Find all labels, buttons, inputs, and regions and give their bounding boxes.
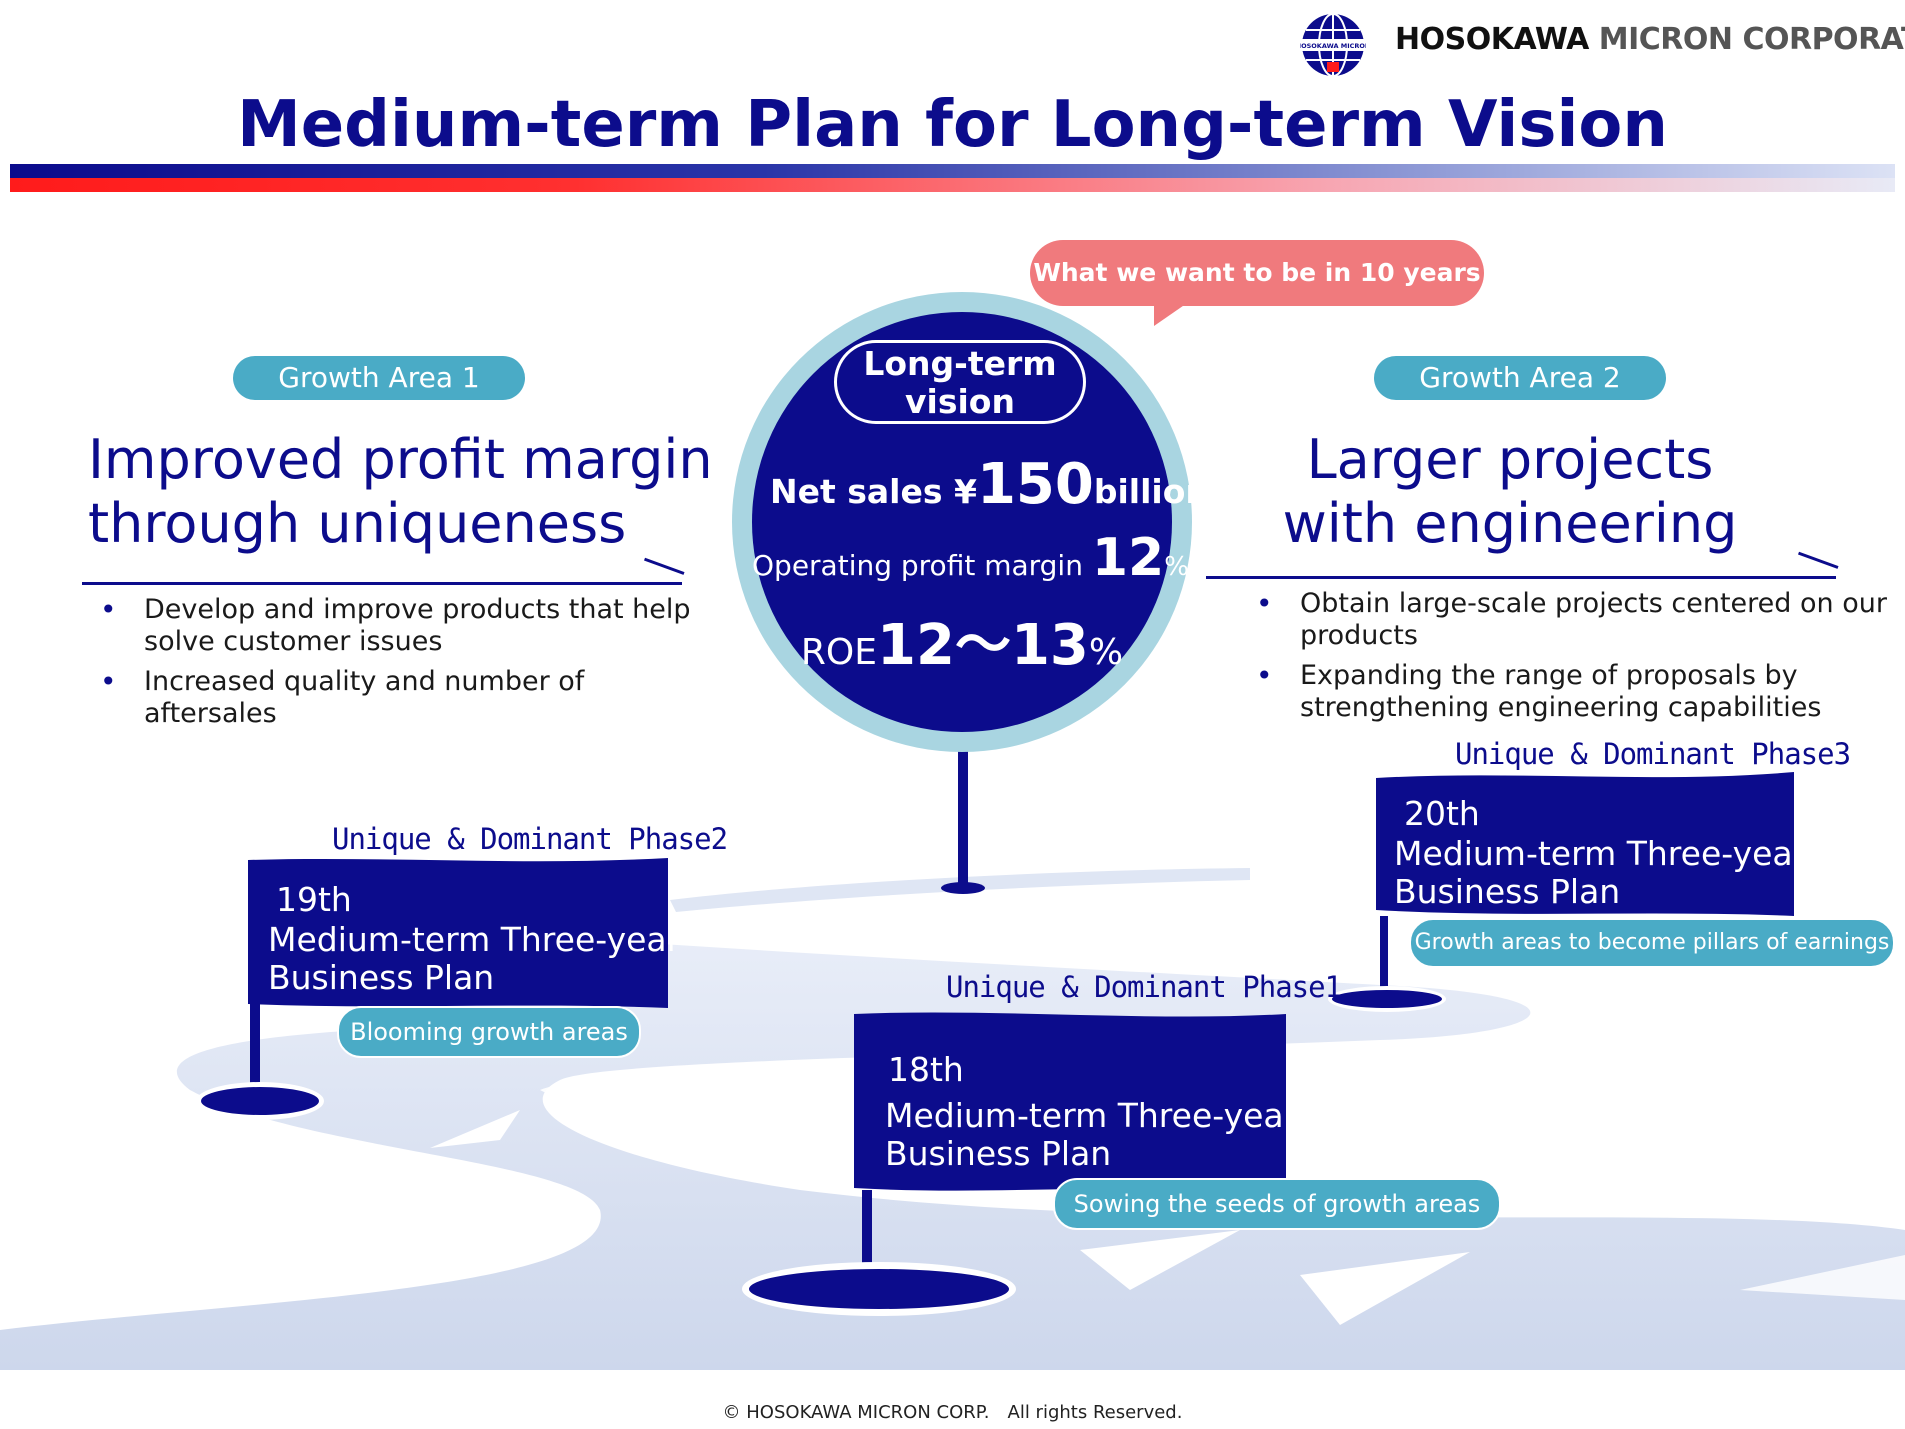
phase1-flag xyxy=(854,1012,1286,1191)
roe-target: ROE12～13% xyxy=(752,600,1172,681)
phase2-caption: Blooming growth areas xyxy=(337,1006,641,1058)
operating-profit-margin-target: Operating profit margin 12% xyxy=(752,528,1189,588)
growth-area-2-label: Growth Area 2 xyxy=(1374,356,1666,400)
phase3-ordinal: 20th xyxy=(1404,794,1480,833)
phase1-ordinal: 18th xyxy=(888,1050,964,1089)
list-item: Develop and improve products that help s… xyxy=(100,594,700,658)
net-sales-prefix: Net sales ¥ xyxy=(770,472,977,511)
growth-area-2-rule xyxy=(1206,576,1836,579)
phase3-flag xyxy=(1376,772,1794,916)
phase2-label: Unique & Dominant Phase2 xyxy=(332,822,728,856)
globe-logo-icon: HOSOKAWA MICRON xyxy=(1300,13,1366,77)
speech-callout: What we want to be in 10 years xyxy=(1030,240,1484,306)
vision-label-line1: Long-term xyxy=(863,344,1057,383)
company-name-part1: HOSOKAWA xyxy=(1395,22,1589,57)
net-sales-unit: billion xyxy=(1093,472,1209,511)
phase1-plan-line2: Business Plan xyxy=(885,1134,1112,1173)
phase2-flag xyxy=(248,858,668,1008)
phase1-pole xyxy=(862,1190,872,1276)
phase3-label: Unique & Dominant Phase3 xyxy=(1455,737,1851,771)
title-bar-blue xyxy=(10,164,1895,178)
opm-label: Operating profit margin xyxy=(752,549,1092,582)
list-item: Obtain large-scale projects centered on … xyxy=(1256,588,1896,652)
phase3-plan-line1: Medium-term Three-year xyxy=(1394,834,1807,873)
phase1-pole-base xyxy=(742,1262,1016,1316)
phase2-plan-line2: Business Plan xyxy=(268,958,495,997)
roe-unit: % xyxy=(1088,632,1124,673)
growth-area-1-heading-line2: through uniqueness xyxy=(88,492,627,555)
growth-area-1-heading: Improved profit margin through uniquenes… xyxy=(88,428,728,556)
phase2-pole xyxy=(250,1000,260,1092)
title-underline-bar xyxy=(10,164,1895,192)
roe-value: 12～13 xyxy=(877,613,1089,678)
growth-area-1-rule xyxy=(82,582,682,585)
phase3-pole-base xyxy=(1328,986,1446,1012)
vision-label-line2: vision xyxy=(905,382,1015,421)
growth-area-2-bullets: Obtain large-scale projects centered on … xyxy=(1256,588,1896,732)
list-item: Expanding the range of proposals by stre… xyxy=(1256,660,1896,724)
growth-area-1-bullets: Develop and improve products that help s… xyxy=(100,594,700,738)
growth-area-2-heading: Larger projects with engineering xyxy=(1210,428,1810,556)
opm-unit: % xyxy=(1164,552,1189,582)
phase3-pole xyxy=(1380,916,1388,996)
list-item: Increased quality and number of aftersal… xyxy=(100,666,700,730)
phase2-ordinal: 19th xyxy=(276,880,352,919)
title-bar-red xyxy=(10,178,1895,192)
long-term-vision-label: Long-term vision xyxy=(834,340,1086,424)
growth-area-1-label: Growth Area 1 xyxy=(233,356,525,400)
vision-circle xyxy=(752,312,1172,732)
copyright-footer: © HOSOKAWA MICRON CORP. All rights Reser… xyxy=(722,1402,1183,1423)
growth-area-1-heading-line1: Improved profit margin xyxy=(88,428,713,491)
growth-area-2-heading-line1: Larger projects xyxy=(1306,428,1714,491)
phase2-plan-line1: Medium-term Three-year xyxy=(268,920,681,959)
company-name-part2: MICRON CORPORATION xyxy=(1598,22,1905,57)
phase3-plan-line2: Business Plan xyxy=(1394,872,1621,911)
logo-text: HOSOKAWA MICRON xyxy=(1300,42,1366,50)
phase1-label: Unique & Dominant Phase1 xyxy=(946,970,1342,1004)
phase2-pole-base xyxy=(196,1082,324,1120)
phase1-plan-line1: Medium-term Three-year xyxy=(885,1096,1298,1135)
page-title: Medium-term Plan for Long-term Vision xyxy=(237,88,1668,162)
vision-pole xyxy=(958,720,968,890)
roe-label: ROE xyxy=(800,632,878,673)
net-sales-value: 150 xyxy=(976,452,1094,517)
opm-value: 12 xyxy=(1091,528,1165,588)
phase1-caption: Sowing the seeds of growth areas xyxy=(1053,1178,1501,1230)
company-name: HOSOKAWA MICRON CORPORATION xyxy=(1395,22,1905,57)
vision-pole-base xyxy=(941,882,985,894)
net-sales-target: Net sales ¥150billion xyxy=(770,452,1209,517)
growth-area-2-heading-line2: with engineering xyxy=(1282,492,1738,555)
phase3-caption: Growth areas to become pillars of earnin… xyxy=(1409,918,1895,968)
